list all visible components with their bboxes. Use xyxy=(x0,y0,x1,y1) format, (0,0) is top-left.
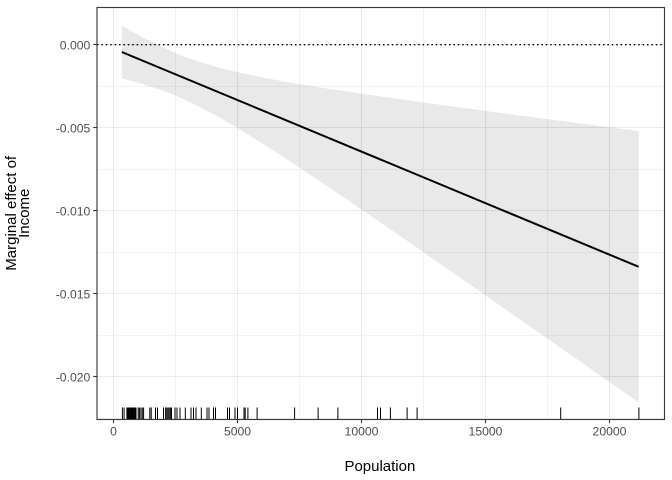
svg-text:-0.015: -0.015 xyxy=(56,288,91,302)
svg-text:20000: 20000 xyxy=(593,424,627,438)
svg-text:15000: 15000 xyxy=(469,424,503,438)
svg-text:0.000: 0.000 xyxy=(60,39,91,53)
svg-text:10000: 10000 xyxy=(345,424,379,438)
svg-text:5000: 5000 xyxy=(224,424,251,438)
svg-text:Income: Income xyxy=(16,189,33,238)
svg-text:Population: Population xyxy=(344,458,415,475)
svg-text:-0.020: -0.020 xyxy=(56,371,91,385)
svg-text:-0.010: -0.010 xyxy=(56,205,91,219)
svg-text:-0.005: -0.005 xyxy=(56,122,91,136)
svg-text:0: 0 xyxy=(110,424,117,438)
svg-text:Marginal effect of: Marginal effect of xyxy=(3,155,20,271)
